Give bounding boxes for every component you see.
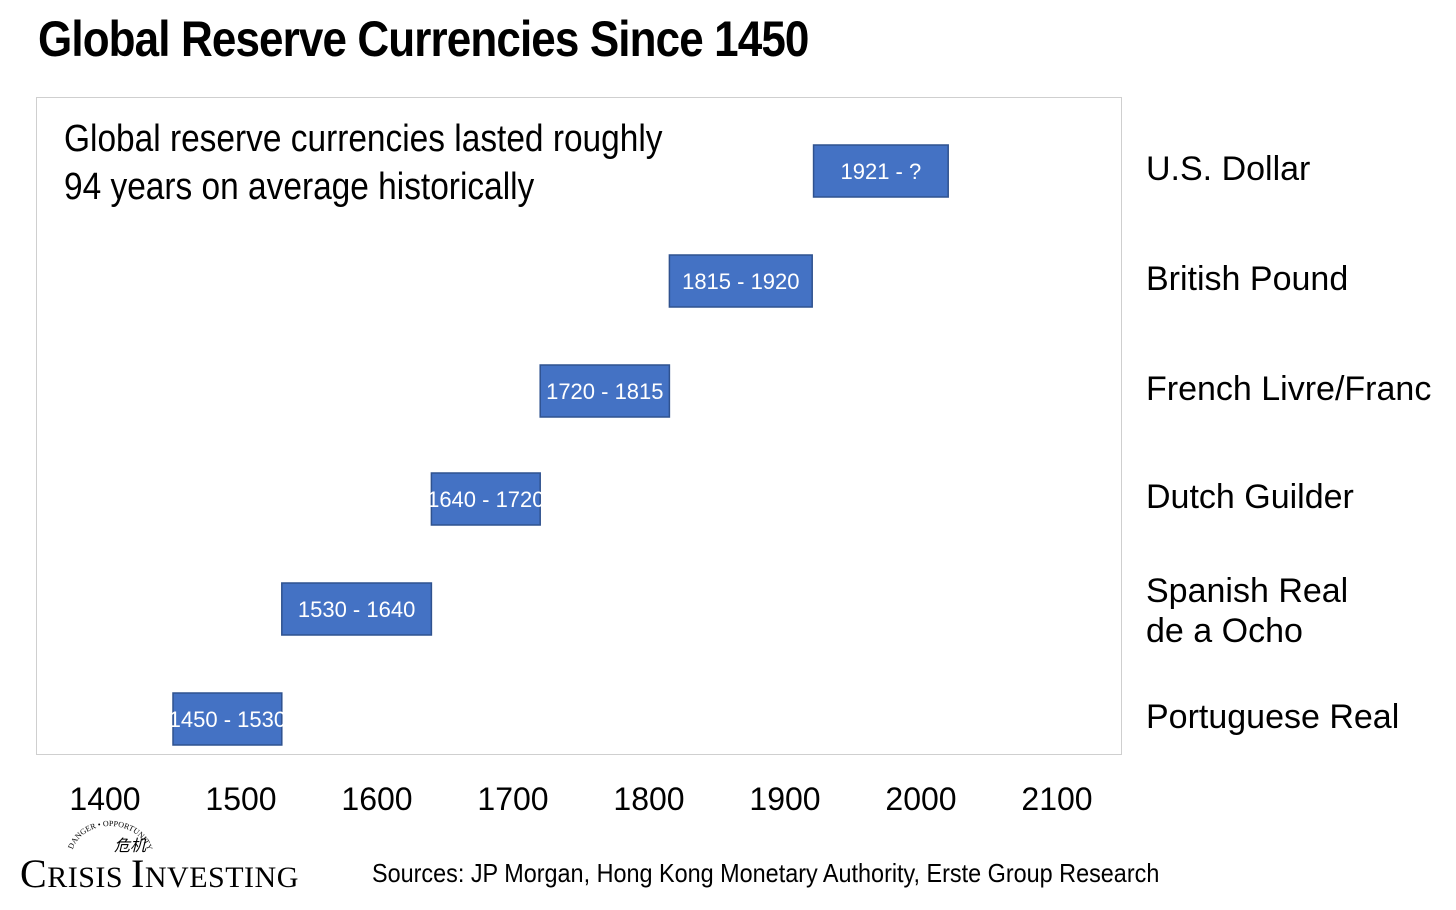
bar-dutch-guilder: [430, 472, 541, 526]
x-tick-label: 1400: [69, 781, 140, 817]
bar-british-pound: [668, 254, 813, 308]
sources-note: Sources: JP Morgan, Hong Kong Monetary A…: [372, 858, 1160, 888]
currency-label-line: French Livre/Franc: [1146, 370, 1432, 408]
currency-label: British Pound: [1146, 259, 1348, 299]
x-tick-label: 1800: [613, 781, 684, 817]
annotation-line-1: Global reserve currencies lasted roughly: [64, 118, 663, 160]
currency-label-line: U.S. Dollar: [1146, 150, 1311, 188]
logo-arc-icon: DANGER • OPPORTUNITY 危机: [66, 820, 154, 855]
currency-label: U.S. Dollar: [1146, 149, 1310, 189]
x-tick-label: 1500: [205, 781, 276, 817]
currency-label-line: British Pound: [1146, 260, 1349, 298]
bar-french-livre-franc: [539, 364, 671, 418]
currency-label: Portuguese Real: [1146, 697, 1399, 737]
bar-label: 1640 - 1720: [427, 487, 544, 512]
currency-label-line: Dutch Guilder: [1146, 478, 1354, 516]
bar-u-s-dollar: [812, 144, 949, 198]
logo-wordmark: CRISIS INVESTING: [20, 851, 299, 896]
currency-label: Dutch Guilder: [1146, 477, 1354, 517]
crisis-investing-logo: DANGER • OPPORTUNITY 危机 CRISIS INVESTING: [20, 820, 340, 896]
x-tick-label: 2100: [1021, 781, 1092, 817]
bar-portuguese-real: [172, 692, 283, 746]
annotation-line-2: 94 years on average historically: [64, 166, 535, 208]
bar-label: 1720 - 1815: [546, 379, 663, 404]
plot-frame: [36, 97, 1122, 755]
chart-title: Global Reserve Currencies Since 1450: [38, 11, 809, 67]
x-tick-label: 1700: [477, 781, 548, 817]
currency-label-line: Portuguese Real: [1146, 698, 1400, 736]
x-tick-label: 1600: [341, 781, 412, 817]
bar-label: 1530 - 1640: [298, 597, 415, 622]
currency-label: French Livre/Franc: [1146, 369, 1431, 409]
bar-label: 1450 - 1530: [169, 707, 286, 732]
bar-label: 1921 - ?: [841, 159, 922, 184]
bar-spanish-real-de-a-ocho: [281, 582, 433, 636]
currency-label-line: Spanish Real: [1146, 572, 1349, 610]
x-tick-label: 1900: [749, 781, 820, 817]
currency-label-line: de a Ocho: [1146, 612, 1303, 650]
currency-label: Spanish Real de a Ocho: [1146, 571, 1348, 651]
x-tick-label: 2000: [885, 781, 956, 817]
bar-label: 1815 - 1920: [682, 269, 799, 294]
svg-text:危机: 危机: [114, 837, 147, 855]
